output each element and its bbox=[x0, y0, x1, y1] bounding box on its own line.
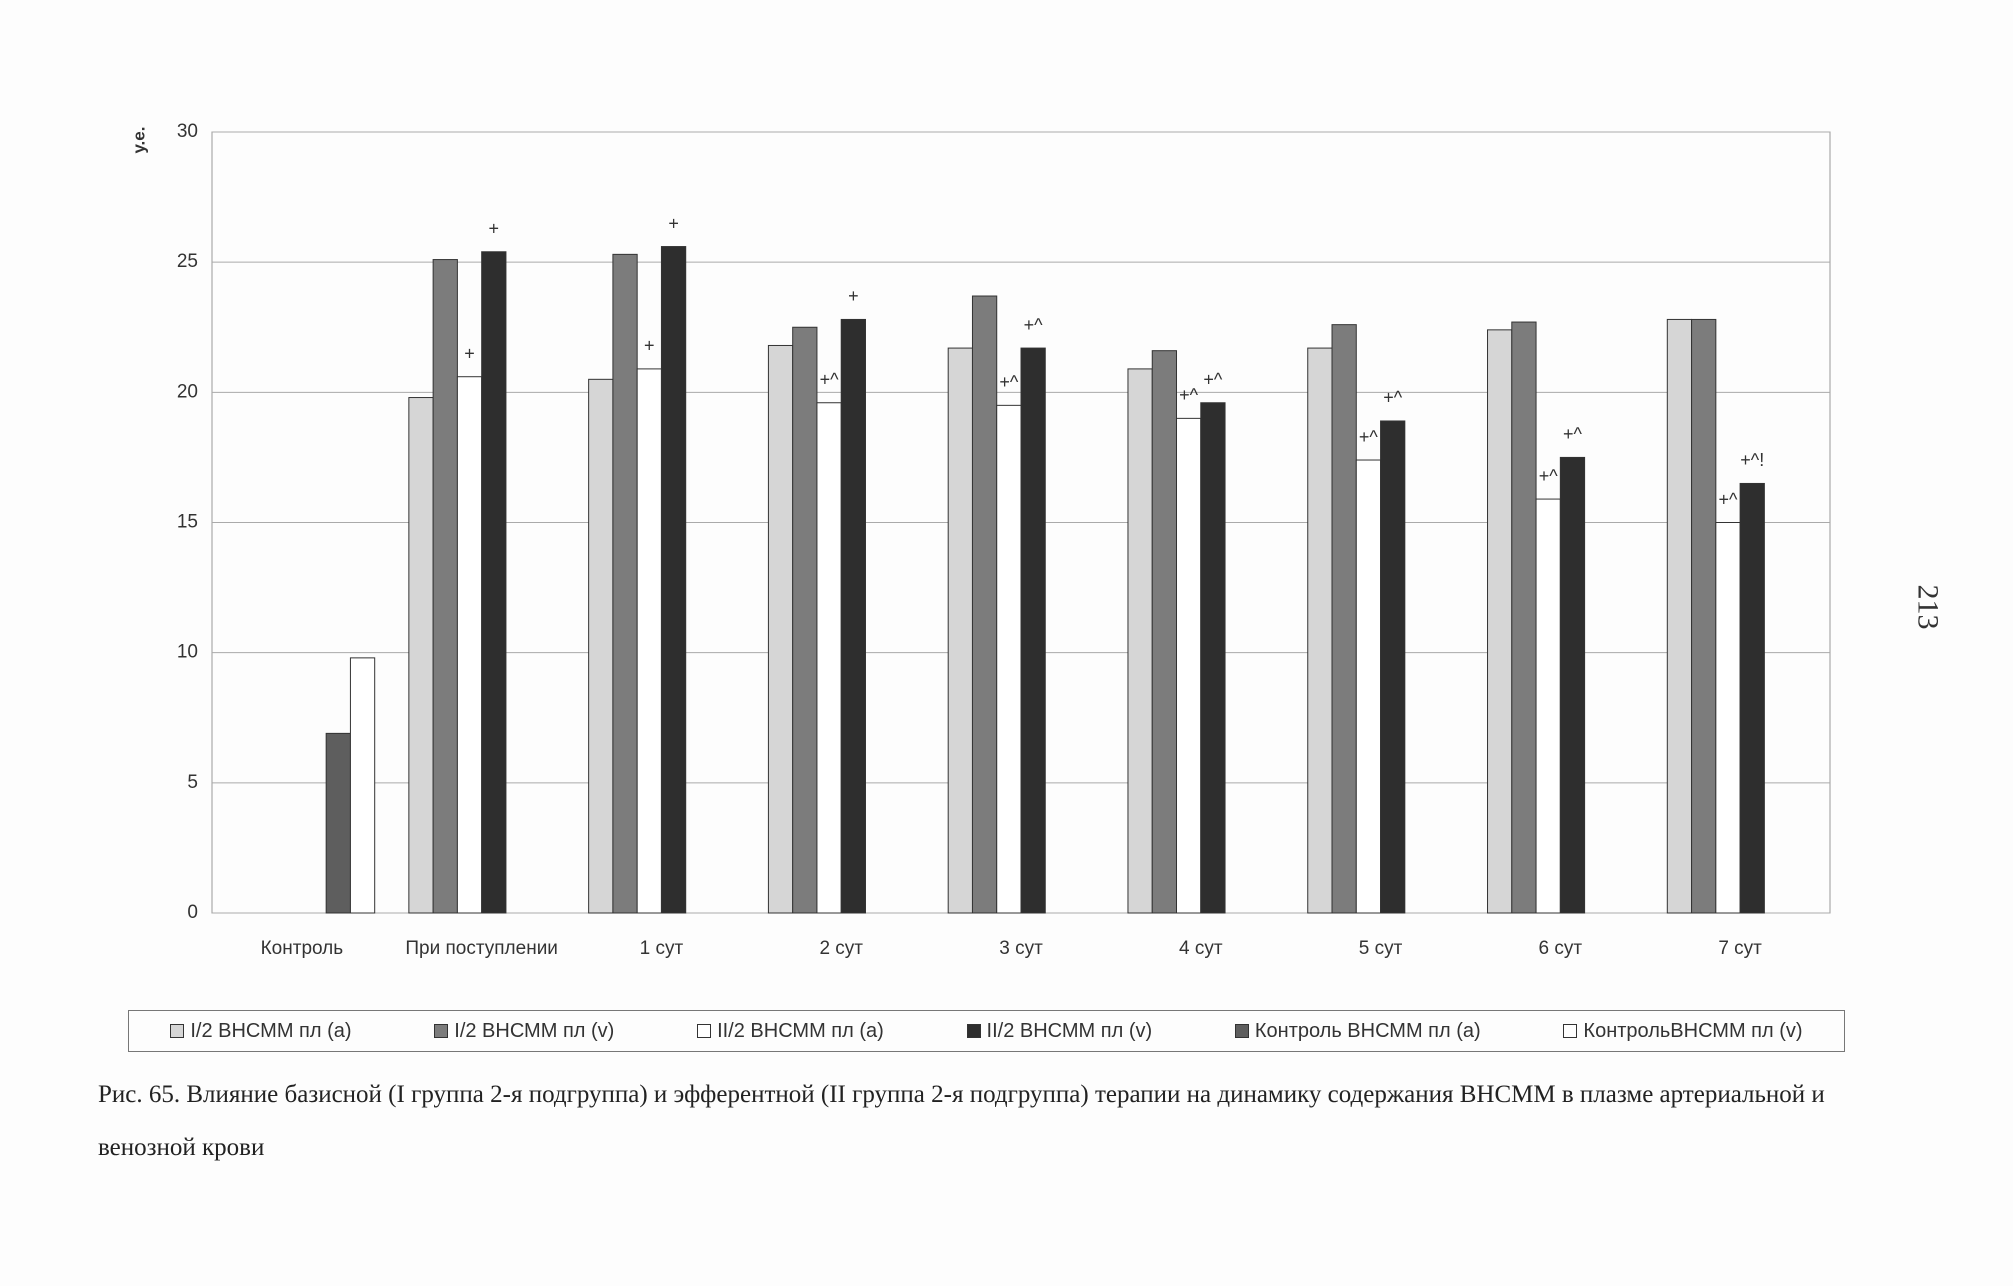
x-tick-label: При поступлении bbox=[405, 938, 558, 959]
x-tick-label: 2 сут bbox=[819, 938, 863, 959]
bar bbox=[325, 732, 351, 914]
bar bbox=[792, 326, 818, 914]
bar bbox=[1666, 318, 1693, 914]
legend: I/2 ВНСММ пл (а) I/2 ВНСММ пл (v) II/2 ВНС… bbox=[128, 1010, 1845, 1052]
legend-swatch bbox=[170, 1024, 185, 1038]
bar bbox=[996, 404, 1022, 914]
legend-label: Контроль ВНСММ пл (а) bbox=[1254, 1019, 1481, 1042]
legend-label: I/2 ВНСММ пл (v) bbox=[454, 1019, 615, 1042]
bar bbox=[947, 347, 973, 914]
y-tick-label: 0 bbox=[187, 902, 198, 923]
bar bbox=[1535, 498, 1561, 914]
bar bbox=[481, 251, 507, 914]
bar bbox=[1715, 522, 1741, 914]
bar bbox=[1200, 402, 1226, 914]
annotation: +^ bbox=[1179, 385, 1199, 405]
x-tick-label: 5 сут bbox=[1358, 938, 1403, 959]
annotation: +^ bbox=[1203, 369, 1223, 389]
x-tick-label: 4 сут bbox=[1178, 938, 1223, 959]
y-tick-label: 5 bbox=[187, 772, 198, 793]
legend-swatch bbox=[697, 1024, 712, 1038]
legend-label: I/2 ВНСММ пл (а) bbox=[190, 1019, 352, 1042]
legend-swatch bbox=[966, 1024, 981, 1038]
bar bbox=[1739, 482, 1765, 914]
legend-item: КонтрольВНСММ пл (v) bbox=[1563, 1019, 1803, 1043]
bar bbox=[432, 259, 458, 914]
legend-item: II/2 ВНСММ пл (a) bbox=[697, 1020, 884, 1043]
annotation: +^ bbox=[999, 372, 1019, 392]
legend-item: I/2 ВНСММ пл (v) bbox=[434, 1020, 614, 1043]
legend-swatch bbox=[1563, 1024, 1578, 1038]
bar bbox=[1331, 324, 1357, 914]
y-tick-label: 15 bbox=[177, 512, 198, 533]
legend-item: II/2 ВНСММ пл (v) bbox=[966, 1019, 1153, 1043]
bar bbox=[971, 295, 998, 914]
caption: Рис. 65. Влияние базисной (I группа 2-я … bbox=[98, 1081, 1825, 1161]
y-tick-label: 30 bbox=[177, 121, 198, 142]
annotation: +^ bbox=[1718, 489, 1738, 509]
annotation: +^! bbox=[1740, 450, 1764, 470]
bar bbox=[456, 376, 483, 914]
bar bbox=[1307, 347, 1333, 914]
legend-label: КонтрольВНСММ пл (v) bbox=[1583, 1019, 1803, 1042]
bar bbox=[1020, 347, 1046, 914]
bar bbox=[1355, 459, 1382, 914]
bar bbox=[636, 368, 662, 914]
bar bbox=[1559, 456, 1586, 914]
annotation: + bbox=[848, 286, 859, 306]
bar bbox=[349, 657, 376, 914]
y-axis-label: у.е. bbox=[129, 127, 148, 154]
bar bbox=[1151, 350, 1178, 914]
annotation: + bbox=[489, 219, 500, 239]
x-tick-label: 7 сут bbox=[1718, 938, 1762, 959]
annotation: +^ bbox=[1539, 466, 1559, 486]
bar bbox=[408, 397, 434, 914]
bar bbox=[1511, 321, 1537, 914]
bar bbox=[660, 246, 687, 914]
bar bbox=[840, 318, 866, 914]
x-tick-label: Контроль bbox=[260, 938, 344, 959]
bar bbox=[1487, 329, 1513, 914]
annotation: + bbox=[464, 343, 475, 363]
x-tick-label: 3 сут bbox=[999, 938, 1043, 959]
bar bbox=[1380, 420, 1406, 914]
chart: у.е. 051015202530+++++^++^+^+^+^+^+^+^+^… bbox=[129, 121, 1831, 923]
bar bbox=[1127, 368, 1153, 914]
legend-label: II/2 ВНСММ пл (v) bbox=[986, 1019, 1153, 1042]
annotation: +^ bbox=[1563, 424, 1583, 444]
page-number: 213 bbox=[1911, 584, 1945, 630]
legend-item: I/2 ВНСММ пл (а) bbox=[170, 1019, 352, 1043]
bar bbox=[767, 344, 794, 914]
bar bbox=[816, 402, 842, 914]
y-tick-label: 10 bbox=[177, 642, 198, 663]
bar bbox=[1176, 417, 1202, 914]
annotation: +^ bbox=[820, 369, 840, 389]
annotation: + bbox=[644, 336, 655, 356]
annotation: + bbox=[668, 213, 679, 233]
legend-swatch bbox=[1234, 1024, 1249, 1038]
bar bbox=[588, 378, 614, 914]
bar bbox=[612, 253, 638, 914]
legend-label: II/2 ВНСММ пл (a) bbox=[717, 1019, 884, 1042]
annotation: +^ bbox=[1383, 388, 1403, 408]
x-tick-label: 6 сут bbox=[1538, 938, 1583, 959]
legend-item: Контроль ВНСММ пл (а) bbox=[1234, 1019, 1481, 1043]
annotation: +^ bbox=[1359, 427, 1379, 447]
y-tick-label: 20 bbox=[177, 381, 198, 402]
y-tick-label: 25 bbox=[177, 251, 198, 272]
bar bbox=[1691, 318, 1717, 914]
annotation: +^ bbox=[1024, 315, 1044, 335]
x-tick-label: 1 сут bbox=[639, 938, 684, 959]
legend-swatch bbox=[434, 1024, 449, 1038]
